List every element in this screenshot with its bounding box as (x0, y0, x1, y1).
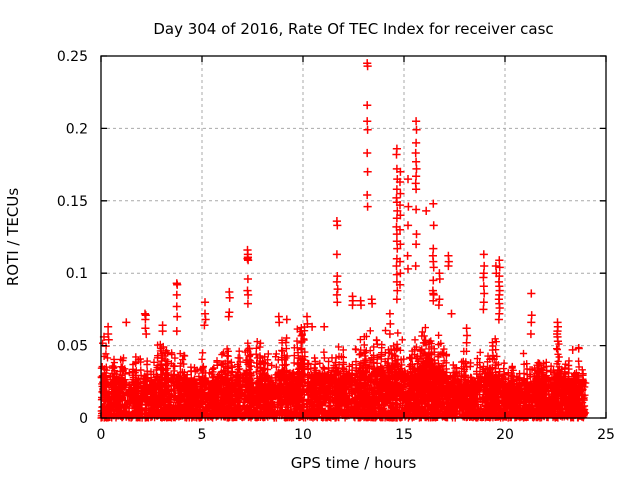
chart-title: Day 304 of 2016, Rate Of TEC Index for r… (153, 20, 554, 38)
y-tick-label: 0.2 (66, 121, 88, 137)
x-tick-label: 15 (395, 427, 413, 443)
x-tick-label: 25 (597, 427, 615, 443)
x-tick-label: 5 (198, 427, 207, 443)
y-tick-label: 0.15 (57, 194, 88, 210)
x-tick-label: 10 (294, 427, 312, 443)
scatter-points (97, 323, 590, 422)
plot-border (100, 55, 607, 419)
y-tick-label: 0.25 (57, 49, 88, 65)
x-axis-label: GPS time / hours (290, 454, 417, 472)
scatter-outlier-points (99, 59, 583, 354)
y-tick-label: 0.05 (57, 339, 88, 355)
y-tick-label: 0 (79, 411, 88, 427)
x-tick-label: 20 (496, 427, 514, 443)
grid-lines (101, 56, 606, 418)
y-tick-label: 0.1 (66, 266, 88, 282)
x-tick-label: 0 (97, 427, 106, 443)
